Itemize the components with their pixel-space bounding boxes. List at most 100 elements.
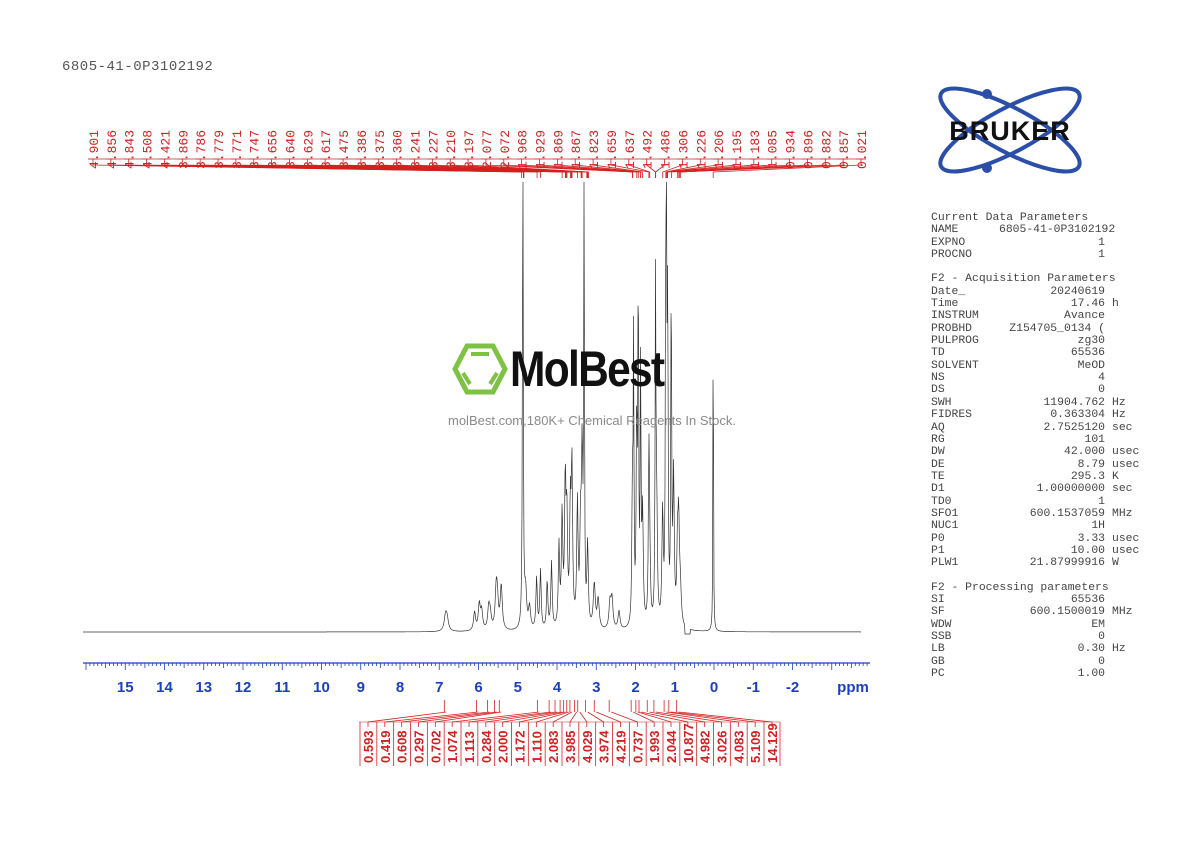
parameters-panel: Current Data Parameters NAME 6805-41-0P31… bbox=[931, 212, 1139, 680]
param-key: INSTRUM bbox=[931, 310, 979, 323]
acquisition-params-list: Date_ 20240619 Time 17.46 h INSTRUM Avance PROB… bbox=[931, 286, 1139, 570]
svg-text:3.475: 3.475 bbox=[337, 130, 352, 169]
svg-text:0.702: 0.702 bbox=[428, 730, 443, 763]
param-row: TE 295.3 K bbox=[931, 471, 1139, 483]
param-unit: usec bbox=[1112, 544, 1140, 557]
svg-text:3.771: 3.771 bbox=[230, 130, 245, 169]
param-value: 1 bbox=[1098, 249, 1105, 262]
param-row: AQ 2.7525120 sec bbox=[931, 422, 1139, 434]
svg-text:2: 2 bbox=[631, 679, 639, 696]
param-unit bbox=[1105, 360, 1112, 372]
param-key: RG bbox=[931, 433, 945, 446]
svg-text:0: 0 bbox=[710, 679, 718, 696]
param-key: TD bbox=[931, 347, 945, 360]
svg-text:1.492: 1.492 bbox=[641, 130, 656, 169]
svg-text:3.026: 3.026 bbox=[715, 730, 730, 763]
param-unit bbox=[1105, 434, 1112, 446]
svg-text:5: 5 bbox=[514, 679, 522, 696]
integral-labels: 0.593 0.419 0.608 0.297 0.702 1.074 1.113 0.284… bbox=[359, 700, 781, 766]
svg-text:7: 7 bbox=[435, 679, 443, 696]
svg-text:3.779: 3.779 bbox=[212, 130, 227, 169]
svg-text:4.219: 4.219 bbox=[614, 730, 629, 763]
param-key: TE bbox=[931, 470, 945, 483]
svg-text:4.029: 4.029 bbox=[580, 730, 595, 763]
svg-text:10.877: 10.877 bbox=[681, 723, 696, 763]
param-key: Date_ bbox=[931, 285, 966, 298]
param-key: P1 bbox=[931, 544, 945, 557]
param-unit: h bbox=[1112, 298, 1119, 311]
svg-text:0.284: 0.284 bbox=[479, 730, 494, 763]
svg-text:-1: -1 bbox=[747, 679, 760, 696]
param-key: TD0 bbox=[931, 495, 952, 508]
svg-text:4.856: 4.856 bbox=[105, 130, 120, 169]
param-row: SSB 0 bbox=[931, 631, 1139, 643]
svg-text:9: 9 bbox=[357, 679, 365, 696]
param-unit: MHz bbox=[1112, 606, 1133, 619]
svg-text:6: 6 bbox=[474, 679, 482, 696]
svg-text:1.206: 1.206 bbox=[712, 130, 727, 169]
svg-text:3.656: 3.656 bbox=[266, 130, 281, 169]
svg-text:3.985: 3.985 bbox=[563, 730, 578, 763]
svg-text:2.072: 2.072 bbox=[498, 130, 513, 169]
param-row: DE 8.79 usec bbox=[931, 459, 1139, 471]
param-row: Date_ 20240619 bbox=[931, 286, 1139, 298]
param-row: TD 65536 bbox=[931, 347, 1139, 359]
param-row: FIDRES 0.363304 Hz bbox=[931, 409, 1139, 421]
param-value: 1H bbox=[1091, 520, 1105, 533]
param-key: GB bbox=[931, 655, 945, 668]
param-row: SF 600.1500019 MHz bbox=[931, 606, 1139, 618]
svg-text:1.183: 1.183 bbox=[748, 130, 763, 169]
param-unit bbox=[1105, 372, 1112, 384]
param-key: SOLVENT bbox=[931, 359, 979, 372]
svg-text:3.617: 3.617 bbox=[319, 130, 334, 169]
param-key: PROBHD bbox=[931, 322, 973, 335]
svg-text:3.869: 3.869 bbox=[176, 130, 191, 169]
svg-text:13: 13 bbox=[195, 679, 212, 696]
param-key: PROCNO bbox=[931, 249, 973, 262]
svg-text:4: 4 bbox=[553, 679, 562, 696]
param-unit: usec bbox=[1112, 532, 1140, 545]
svg-text:1.195: 1.195 bbox=[730, 130, 745, 169]
param-row: PROBHD Z154705_0134 ( bbox=[931, 323, 1139, 335]
svg-text:15: 15 bbox=[117, 679, 134, 696]
param-value: 1 bbox=[1098, 495, 1105, 508]
param-unit bbox=[1105, 323, 1112, 335]
svg-text:3.386: 3.386 bbox=[355, 130, 370, 169]
param-key: SI bbox=[931, 593, 945, 606]
param-key: Time bbox=[931, 298, 959, 311]
svg-text:5.109: 5.109 bbox=[748, 730, 763, 763]
svg-text:3.786: 3.786 bbox=[194, 130, 209, 169]
param-key: DW bbox=[931, 446, 945, 459]
svg-text:0.021: 0.021 bbox=[855, 130, 870, 169]
bruker-logo: BRUKER bbox=[938, 86, 1082, 174]
spectrum-trace bbox=[83, 181, 861, 635]
processing-params-title: F2 - Processing parameters bbox=[931, 581, 1109, 594]
param-value: 6805-41-0P3102192 bbox=[999, 224, 1116, 237]
param-value: 600.1537059 bbox=[1029, 507, 1105, 520]
param-unit bbox=[1105, 347, 1112, 359]
svg-text:3.640: 3.640 bbox=[283, 130, 298, 169]
svg-text:0.297: 0.297 bbox=[412, 730, 427, 763]
svg-text:1.637: 1.637 bbox=[623, 130, 638, 169]
molbest-hexagon-icon bbox=[452, 343, 508, 395]
param-unit: usec bbox=[1112, 446, 1140, 459]
param-value: 0.363304 bbox=[1050, 409, 1105, 422]
param-key: PLW1 bbox=[931, 557, 959, 570]
param-key: EXPNO bbox=[931, 236, 966, 249]
svg-text:1.823: 1.823 bbox=[587, 130, 602, 169]
svg-text:1.867: 1.867 bbox=[569, 130, 584, 169]
param-row: DS 0 bbox=[931, 384, 1139, 396]
svg-text:1.968: 1.968 bbox=[516, 130, 531, 169]
current-params-list: NAME 6805-41-0P3102192 EXPNO 1 PROCNO 1 bbox=[931, 224, 1139, 261]
param-value: 42.000 bbox=[1063, 446, 1105, 459]
param-unit bbox=[1105, 335, 1112, 347]
svg-text:4.421: 4.421 bbox=[158, 130, 173, 169]
param-key: PC bbox=[931, 668, 945, 681]
bruker-logo-text: BRUKER bbox=[949, 116, 1071, 146]
param-value: EM bbox=[1091, 618, 1105, 631]
param-row: PROCNO 1 bbox=[931, 249, 1139, 261]
param-value: 1.00000000 bbox=[1036, 483, 1105, 496]
acquisition-params-title: F2 - Acquisition Parameters bbox=[931, 273, 1116, 286]
svg-text:0.896: 0.896 bbox=[801, 130, 816, 169]
svg-text:3.629: 3.629 bbox=[301, 130, 316, 169]
